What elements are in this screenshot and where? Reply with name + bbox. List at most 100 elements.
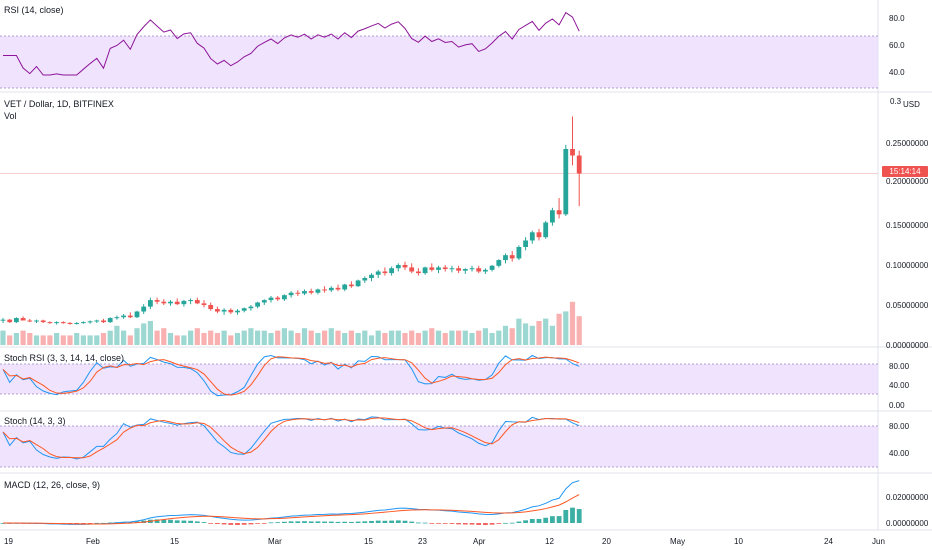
stoch-tick-40: 40.00 bbox=[889, 449, 910, 458]
stochrsi-tick-80: 80.00 bbox=[889, 362, 910, 371]
candle-body bbox=[516, 247, 522, 259]
volume-bar bbox=[33, 335, 40, 345]
volume-bar bbox=[529, 325, 535, 345]
macd-histogram-bar bbox=[181, 520, 187, 523]
volume-bar bbox=[315, 333, 321, 345]
volume-bar bbox=[114, 325, 120, 345]
time-label: 24 bbox=[824, 537, 833, 546]
candle-body bbox=[328, 287, 334, 291]
time-label: Mar bbox=[268, 537, 282, 546]
macd-histogram-bar bbox=[248, 523, 254, 525]
macd-histogram-bar bbox=[355, 521, 361, 523]
macd-histogram-bar bbox=[174, 520, 180, 523]
volume-bar bbox=[181, 335, 187, 345]
volume-bar bbox=[121, 330, 127, 345]
candle-body bbox=[101, 320, 106, 323]
time-label: 12 bbox=[545, 537, 554, 546]
volume-bar bbox=[147, 321, 153, 345]
volume-bar bbox=[362, 330, 368, 345]
macd-histogram-bar bbox=[335, 521, 341, 523]
volume-bar bbox=[194, 328, 200, 345]
macd-histogram-bar bbox=[523, 520, 528, 523]
volume-bar bbox=[20, 330, 26, 345]
macd-histogram-bar bbox=[101, 522, 106, 524]
volume-bar bbox=[375, 330, 381, 345]
candle-body bbox=[141, 306, 147, 312]
volume-bar bbox=[469, 333, 475, 345]
rsi-line bbox=[3, 11, 580, 76]
volume-bar bbox=[308, 330, 314, 345]
macd-histogram-bar bbox=[255, 523, 260, 524]
candle-body bbox=[476, 268, 482, 272]
time-label: 15 bbox=[364, 537, 373, 546]
time-label: Apr bbox=[473, 537, 486, 546]
candle-body bbox=[509, 255, 515, 259]
time-label: 19 bbox=[4, 537, 13, 546]
volume-bar bbox=[54, 333, 60, 345]
stoch-panel-label: Stoch (14, 3, 3) bbox=[4, 416, 66, 426]
volume-bar bbox=[516, 318, 522, 345]
candle-body bbox=[570, 149, 575, 156]
macd-histogram-bar bbox=[261, 523, 267, 524]
volume-bar bbox=[556, 313, 562, 345]
rsi-tick-80: 80.0 bbox=[889, 14, 905, 23]
macd-histogram-bar bbox=[462, 523, 468, 525]
time-label: 20 bbox=[602, 537, 611, 546]
candle-body bbox=[436, 267, 441, 270]
candle-body bbox=[60, 322, 66, 324]
macd-histogram-bar bbox=[215, 523, 220, 525]
volume-bar bbox=[74, 333, 80, 345]
candle-body bbox=[208, 304, 214, 310]
volume-bar bbox=[335, 330, 341, 345]
candle-body bbox=[489, 265, 495, 270]
candle-body bbox=[20, 318, 26, 321]
macd-histogram-bar bbox=[322, 521, 327, 523]
volume-bar bbox=[435, 330, 442, 345]
macd-histogram-bar bbox=[208, 523, 214, 524]
time-label: 15 bbox=[170, 537, 179, 546]
volume-bar bbox=[456, 330, 462, 345]
stochrsi-tick-0: 0.00 bbox=[889, 401, 905, 410]
volume-bar bbox=[355, 333, 361, 345]
volume-bar bbox=[234, 333, 241, 345]
volume-bar bbox=[523, 323, 529, 345]
macd-histogram-bar bbox=[382, 520, 388, 523]
volume-bar bbox=[134, 328, 140, 345]
price-tick-0.05: 0.05000000 bbox=[886, 301, 929, 310]
volume-bar bbox=[94, 335, 100, 345]
volume-bar bbox=[536, 321, 542, 345]
candle-body bbox=[74, 322, 80, 324]
macd-histogram-bar bbox=[288, 521, 294, 523]
volume-bar bbox=[13, 333, 19, 345]
volume-bar bbox=[0, 330, 6, 345]
macd-histogram-bar bbox=[154, 519, 160, 523]
volume-bar bbox=[295, 333, 301, 345]
volume-bar bbox=[569, 301, 576, 345]
candle-body bbox=[54, 322, 59, 324]
candle-body bbox=[221, 309, 227, 312]
price-tick-0.00: 0.00000000 bbox=[886, 341, 929, 350]
macd-panel-label: MACD (12, 26, close, 9) bbox=[4, 480, 101, 490]
macd-histogram-bar bbox=[576, 509, 582, 523]
price-tick-0.25: 0.25000000 bbox=[886, 139, 929, 148]
candle-body bbox=[576, 155, 582, 174]
volume-bar bbox=[442, 333, 448, 345]
candle-body bbox=[496, 260, 502, 266]
rsi-band bbox=[0, 36, 878, 88]
candle-body bbox=[462, 269, 468, 271]
candle-body bbox=[0, 319, 6, 321]
candle-body bbox=[255, 302, 260, 307]
macd-histogram-bar bbox=[563, 509, 569, 523]
candle-body bbox=[382, 271, 388, 274]
time-label: Feb bbox=[86, 537, 100, 546]
volume-bar bbox=[288, 330, 294, 345]
candle-body bbox=[148, 300, 153, 307]
candle-body bbox=[503, 255, 508, 261]
rsi-tick-40: 40.0 bbox=[889, 68, 905, 77]
volume-bar bbox=[576, 316, 582, 345]
macd-histogram-bar bbox=[536, 518, 542, 523]
volume-bar bbox=[301, 328, 308, 345]
candle-body bbox=[168, 301, 173, 304]
macd-histogram-bar bbox=[241, 523, 247, 525]
